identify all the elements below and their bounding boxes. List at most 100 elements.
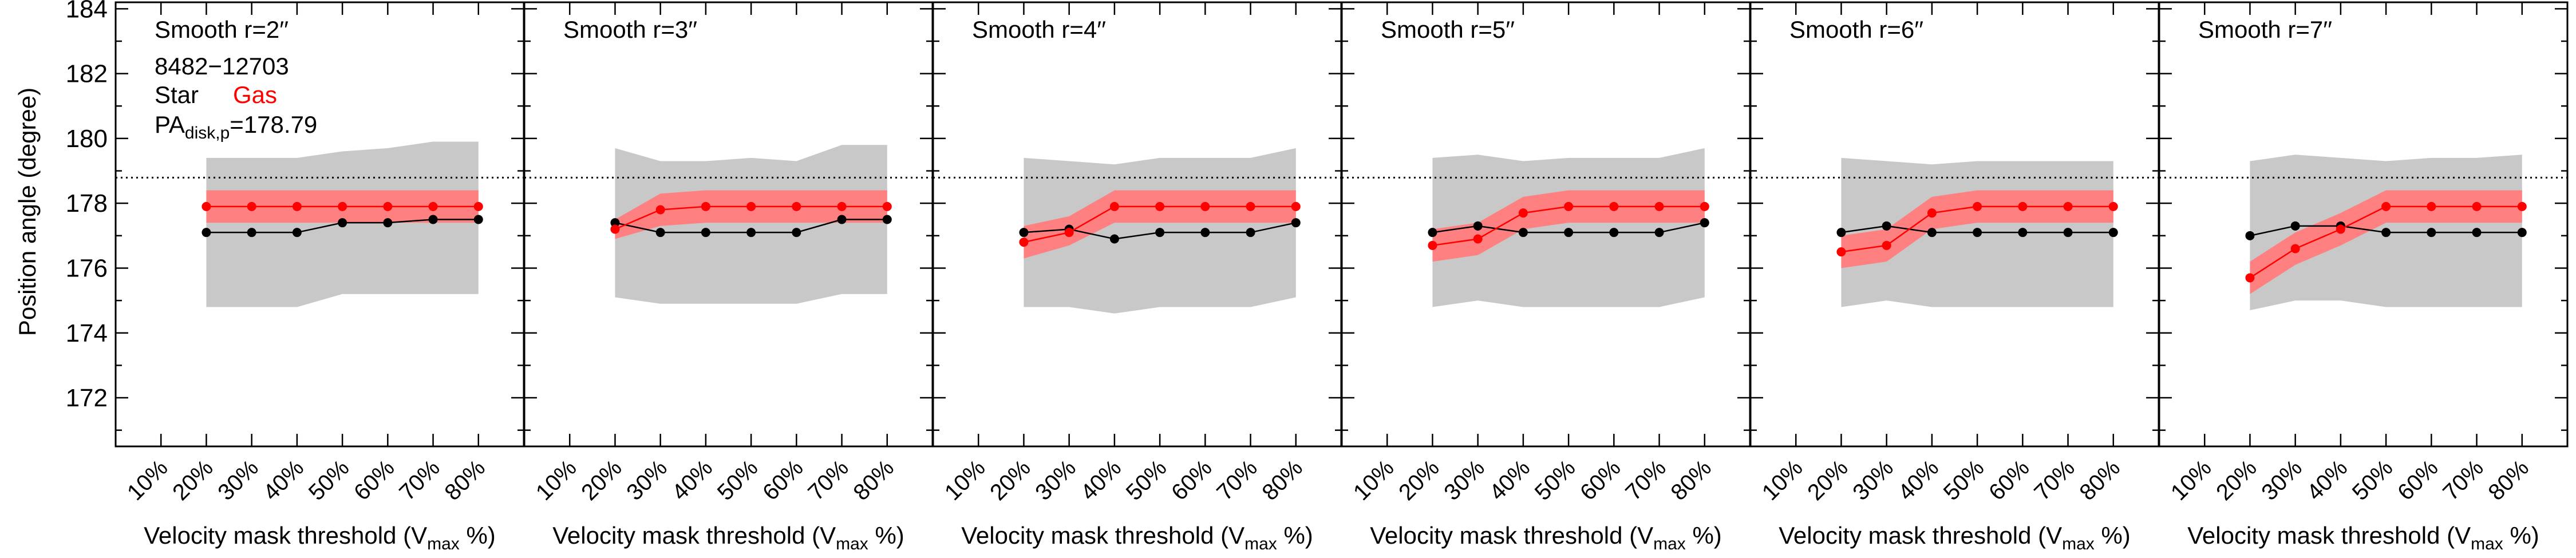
star-data-point [338, 218, 347, 228]
gas-data-point [2245, 273, 2255, 283]
panel-3: 10%20%30%40%50%60%70%80% Smooth r=4′′ Velo… [932, 1, 1342, 553]
x-tick-label: 40% [2302, 455, 2353, 505]
star-data-point [1473, 221, 1483, 231]
gas-data-point [1155, 201, 1165, 211]
x-tick-label: 10% [1349, 455, 1399, 505]
x-tick-label: 70% [803, 455, 854, 505]
x-tick-label: 80% [2075, 455, 2125, 505]
y-axis-label: Position angle (degree) [14, 88, 41, 336]
gas-data-point [2063, 201, 2073, 211]
gas-uncertainty-band [2250, 190, 2522, 294]
star-data-point [701, 228, 710, 238]
x-tick-label: 20% [985, 455, 1036, 505]
star-uncertainty-band [1432, 148, 1705, 307]
star-data-point [202, 228, 211, 238]
y-tick-label: 184 [66, 0, 108, 23]
panel-title: Smooth r=7′′ [2198, 16, 2332, 43]
gas-data-point [428, 201, 438, 211]
x-tick-label: 60% [1167, 455, 1217, 505]
gas-data-point [1927, 208, 1937, 218]
x-tick-label: 80% [2483, 455, 2534, 505]
star-data-point [1836, 228, 1846, 238]
x-tick-label: 40% [1485, 455, 1535, 505]
gas-data-point [247, 201, 256, 211]
gas-data-point [338, 201, 347, 211]
x-tick-label: 40% [259, 455, 309, 505]
x-tick-label: 60% [349, 455, 400, 505]
star-data-point [2290, 221, 2300, 231]
star-data-point [473, 215, 483, 224]
x-tick-label: 10% [1757, 455, 1808, 505]
star-data-point [1291, 218, 1301, 228]
x-tick-label: 20% [1394, 455, 1444, 505]
x-axis-label: Velocity mask threshold (Vmax %) [961, 522, 1313, 553]
x-tick-label: 70% [394, 455, 445, 505]
gas-data-point [1564, 201, 1574, 211]
star-data-point [383, 218, 393, 228]
panel-title: Smooth r=3′′ [563, 16, 697, 43]
panel-5: 10%20%30%40%50%60%70%80% Smooth r=6′′ Velo… [1749, 1, 2160, 553]
x-tick-label: 50% [2348, 455, 2398, 505]
x-tick-label: 40% [1894, 455, 1944, 505]
star-data-point [2472, 228, 2482, 238]
x-tick-label: 60% [758, 455, 808, 505]
x-tick-label: 40% [667, 455, 718, 505]
x-tick-label: 20% [2211, 455, 2262, 505]
pa-disk-label: PAdisk,p=178.79 [155, 111, 317, 143]
gas-uncertainty-band [1841, 190, 2113, 268]
x-tick-label: 70% [2438, 455, 2488, 505]
x-tick-label: 70% [1212, 455, 1262, 505]
panel-title: Smooth r=2′′ [155, 16, 289, 43]
panel-frame [2158, 1, 2569, 448]
gas-data-point [701, 201, 710, 211]
panel-1: 172 174 176 178 180 182 184 10%20%30%40%50%60%7… [66, 0, 525, 553]
gas-data-point [2517, 201, 2527, 211]
x-tick-label: 80% [440, 455, 490, 505]
star-data-point [1155, 228, 1165, 238]
gas-data-point [882, 201, 892, 211]
star-uncertainty-band [615, 145, 887, 304]
x-tick-label: 30% [1030, 455, 1081, 505]
y-tick-label: 176 [66, 254, 108, 282]
x-tick-label: 30% [1848, 455, 1898, 505]
gas-data-point [473, 201, 483, 211]
gas-data-point [2336, 224, 2345, 234]
star-data-point [1700, 218, 1709, 228]
star-data-point [1609, 228, 1619, 238]
star-data-point [655, 228, 665, 238]
panel-2: 10%20%30%40%50%60%70%80% Smooth r=3′′ Velo… [523, 1, 934, 553]
gas-data-point [837, 201, 847, 211]
gas-data-point [655, 205, 665, 215]
star-data-point [1882, 221, 1891, 231]
panel-title: Smooth r=5′′ [1381, 16, 1515, 43]
gas-data-point [746, 201, 756, 211]
gas-data-point [1882, 240, 1891, 250]
legend-star-label: Star [155, 81, 199, 108]
gas-data-point [2108, 201, 2118, 211]
x-axis-label: Velocity mask threshold (Vmax %) [1370, 522, 1722, 553]
x-tick-label: 10% [2166, 455, 2217, 505]
star-data-point [1019, 228, 1029, 238]
y-tick-label: 180 [66, 125, 108, 153]
x-tick-label: 20% [168, 455, 218, 505]
gas-data-point [1473, 234, 1483, 244]
x-tick-label: 50% [1121, 455, 1172, 505]
gas-data-point [1200, 201, 1210, 211]
x-tick-label: 80% [1666, 455, 1716, 505]
star-data-point [1927, 228, 1937, 238]
gas-data-point [1836, 247, 1846, 257]
x-tick-label: 50% [1530, 455, 1581, 505]
star-data-point [2517, 228, 2527, 238]
x-axis-label: Velocity mask threshold (Vmax %) [144, 522, 496, 553]
star-data-point [792, 228, 801, 238]
star-data-point [1973, 228, 1982, 238]
x-tick-label: 20% [1803, 455, 1853, 505]
star-data-point [2063, 228, 2073, 238]
x-tick-label: 40% [1076, 455, 1127, 505]
gas-data-point [1518, 208, 1528, 218]
gas-data-point [1064, 228, 1074, 238]
star-data-point [1654, 228, 1664, 238]
gas-data-point [2381, 201, 2391, 211]
x-tick-label: 60% [1575, 455, 1626, 505]
